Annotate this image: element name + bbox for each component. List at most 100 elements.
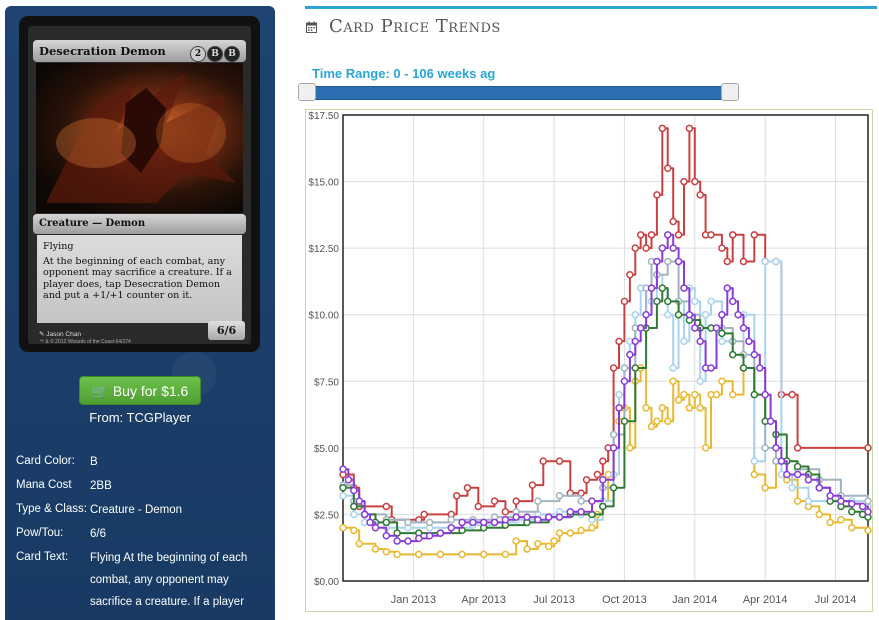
data-point — [344, 476, 353, 484]
data-point — [436, 529, 445, 537]
data-point — [723, 257, 732, 266]
data-point — [718, 310, 726, 319]
series-line — [343, 233, 869, 543]
slider-handle-start[interactable] — [298, 83, 316, 101]
data-point — [669, 217, 677, 226]
x-tick-label: Jan 2014 — [672, 594, 717, 606]
data-point — [723, 284, 732, 292]
data-point — [382, 547, 391, 556]
x-tick-label: Apr 2014 — [743, 594, 788, 606]
data-point — [658, 124, 667, 133]
buy-button-label: Buy for $1.6 — [112, 383, 189, 399]
data-point — [804, 476, 813, 484]
data-point — [864, 526, 872, 535]
data-point — [626, 444, 634, 452]
data-point — [469, 518, 477, 527]
data-point — [864, 508, 872, 516]
data-point — [620, 297, 629, 306]
section-divider — [305, 6, 877, 9]
data-point — [539, 457, 548, 465]
data-point — [479, 518, 488, 527]
data-point — [620, 364, 629, 372]
plot-frame — [342, 114, 869, 582]
data-point — [761, 444, 769, 452]
series-line — [343, 287, 869, 535]
data-point — [663, 417, 672, 425]
mana-symbol-icon: B — [207, 46, 223, 62]
time-range-slider[interactable] — [300, 86, 739, 100]
data-point — [658, 244, 667, 252]
data-point — [582, 476, 591, 484]
time-range-label: Time Range: 0 - 106 weeks ag — [312, 66, 496, 81]
y-tick-label: $15.00 — [308, 178, 339, 189]
data-point — [653, 257, 661, 266]
data-point — [512, 497, 520, 505]
data-point — [420, 510, 428, 519]
data-point — [609, 444, 618, 452]
data-point — [599, 457, 607, 465]
calendar-icon — [306, 21, 317, 33]
data-point — [447, 516, 455, 524]
card-power-toughness: 6/6 — [208, 321, 245, 340]
data-point — [382, 502, 391, 511]
data-point — [691, 297, 699, 306]
data-point — [566, 529, 575, 537]
data-point — [761, 484, 769, 492]
data-point — [425, 518, 434, 527]
data-point — [631, 310, 640, 319]
data-point — [745, 337, 753, 346]
data-point — [701, 444, 710, 452]
data-point — [382, 531, 391, 540]
data-point — [734, 310, 742, 319]
buy-button[interactable]: 🛒 Buy for $1.6 — [79, 376, 201, 405]
data-point — [793, 444, 802, 452]
data-point — [355, 497, 363, 505]
data-point — [544, 513, 553, 521]
data-point — [501, 508, 510, 516]
data-point — [663, 257, 672, 266]
data-point — [512, 537, 520, 545]
series-line — [343, 260, 869, 524]
data-point — [458, 518, 466, 527]
data-point — [490, 497, 499, 505]
data-point — [350, 486, 358, 495]
data-point — [756, 364, 764, 372]
data-point — [577, 497, 585, 505]
data-point — [620, 377, 629, 386]
data-point — [701, 310, 710, 319]
x-tick-label: Jul 2013 — [533, 594, 575, 606]
data-point — [685, 404, 694, 412]
card-art — [36, 63, 243, 213]
data-point — [685, 310, 694, 319]
data-point — [501, 550, 510, 559]
data-point — [642, 404, 650, 412]
data-point — [415, 534, 423, 543]
x-tick-label: Apr 2013 — [461, 594, 506, 606]
info-value: 2BB — [90, 480, 112, 492]
data-point — [680, 337, 688, 346]
data-point — [350, 526, 358, 535]
data-point — [366, 518, 374, 527]
data-point — [555, 513, 564, 521]
data-point — [750, 457, 759, 465]
data-point — [766, 417, 775, 425]
data-point — [669, 244, 677, 252]
data-point — [680, 177, 688, 186]
data-point — [750, 470, 759, 479]
data-point — [793, 470, 802, 479]
data-point — [528, 481, 537, 489]
data-point — [788, 484, 796, 492]
info-value: B — [90, 456, 98, 468]
data-point — [593, 470, 602, 479]
data-point — [566, 508, 575, 516]
data-point — [837, 516, 845, 524]
data-point — [626, 271, 634, 279]
slider-handle-end[interactable] — [721, 83, 739, 101]
data-point — [674, 231, 683, 239]
data-point — [599, 476, 607, 484]
data-point — [523, 545, 531, 553]
data-point — [728, 390, 737, 399]
data-point — [712, 390, 721, 399]
data-point — [609, 430, 618, 439]
